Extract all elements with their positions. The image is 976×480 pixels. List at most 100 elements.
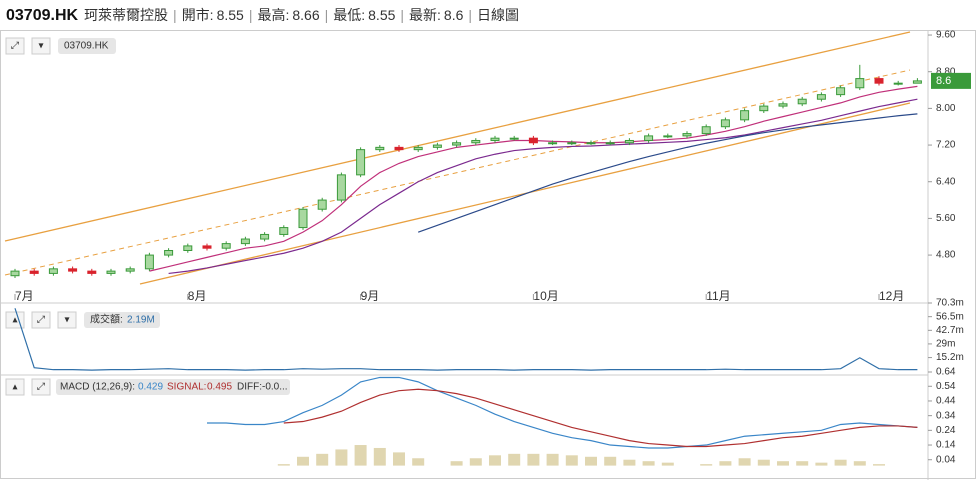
- candle-body: [605, 142, 615, 145]
- candle-body: [893, 82, 903, 85]
- icon: ⤢: [37, 315, 45, 326]
- histogram-bar: [393, 452, 405, 466]
- icon: ▴: [12, 315, 17, 326]
- histogram-bar: [565, 455, 578, 466]
- down-button[interactable]: [57, 311, 77, 329]
- panel-label: 03709.HK: [64, 41, 109, 52]
- tool-buttons: ⤢ ▾ ▴ ⤢ ▾ ▴ ⤢: [5, 37, 77, 396]
- y-tick-label: 0.44: [936, 396, 956, 407]
- chart-type: 日線圖: [477, 7, 520, 23]
- price-tag-label: 8.6: [936, 75, 951, 87]
- candle-body: [836, 87, 846, 96]
- candle-body: [260, 233, 270, 240]
- candle-body: [413, 146, 423, 151]
- candle-body: [452, 142, 462, 146]
- legend-label: MACD (12,26,9):: [60, 382, 135, 393]
- histogram-bar: [642, 461, 655, 466]
- candle-body: [87, 270, 97, 274]
- histogram-bar: [412, 458, 425, 466]
- moving-average: [417, 113, 918, 233]
- histogram-bar: [277, 464, 290, 466]
- panel-label: 成交額:: [90, 313, 123, 326]
- candle-body: [10, 270, 20, 277]
- candle-body: [586, 142, 596, 145]
- symbol: 03709.HK: [6, 7, 79, 24]
- histogram-bar: [796, 461, 809, 466]
- field-label: 最低:: [333, 7, 366, 23]
- field-value: 8.55: [368, 7, 396, 23]
- candle-body: [317, 199, 327, 210]
- legend-label: SIGNAL:: [167, 382, 206, 393]
- icon: ⤢: [11, 41, 19, 52]
- histogram-bar: [508, 453, 521, 466]
- candle-body: [144, 254, 154, 270]
- x-tick-label: 11月: [706, 289, 730, 303]
- candle-body: [394, 146, 404, 151]
- expand-button[interactable]: [31, 378, 51, 396]
- candle-body: [874, 78, 884, 84]
- candle-body: [759, 105, 769, 112]
- y-tick-label: 9.60: [936, 30, 956, 41]
- y-tick-label: 4.80: [936, 250, 956, 261]
- candle-body: [797, 98, 807, 105]
- legend-value: 0.429: [138, 382, 163, 393]
- candle-body: [356, 149, 366, 176]
- down-button[interactable]: [31, 37, 51, 55]
- volume-value: 2.19M: [127, 315, 155, 326]
- candle-body: [778, 103, 788, 107]
- candle-body: [567, 142, 577, 145]
- field-label: 最新:: [409, 7, 441, 23]
- label-box: [84, 312, 160, 328]
- y-tick-label: 29m: [936, 339, 955, 350]
- stock-name: 珂萊蒂爾控股: [84, 7, 169, 23]
- histogram-bar: [777, 461, 789, 466]
- field-value: 8.55: [216, 7, 244, 23]
- candle-body: [682, 133, 692, 137]
- histogram-bar: [489, 455, 501, 466]
- histogram-bar: [316, 453, 329, 466]
- expand-button[interactable]: [31, 311, 51, 329]
- candle-body: [375, 146, 385, 151]
- field-value: 8.6: [443, 7, 464, 23]
- icon: ▾: [64, 315, 69, 326]
- y-tick-label: 7.20: [936, 140, 956, 151]
- expand-button[interactable]: [5, 37, 25, 55]
- price-tag: [931, 72, 971, 89]
- field-label: 開市:: [181, 7, 214, 23]
- y-tick-label: 6.40: [936, 176, 956, 187]
- histogram-bar: [450, 461, 463, 466]
- y-tick-label: 42.7m: [936, 325, 964, 336]
- candle-body: [336, 174, 346, 201]
- y-tick-label: 8.00: [936, 103, 956, 114]
- histogram-bar: [469, 458, 482, 466]
- candle-body: [471, 139, 481, 144]
- candle-body: [548, 142, 558, 145]
- candle-body: [528, 137, 538, 144]
- y-tick-label: 0.54: [936, 381, 956, 392]
- trend-channel: [4, 31, 911, 242]
- histogram-bar: [546, 453, 559, 466]
- trend-channel: [4, 69, 911, 276]
- x-tick-label: 7月: [15, 289, 34, 303]
- y-tick-label: 0.24: [936, 425, 956, 436]
- candle-body: [164, 249, 174, 256]
- histogram-bar: [373, 447, 386, 466]
- y-tick-label: 0.14: [936, 440, 956, 451]
- histogram-bar: [354, 445, 367, 466]
- histogram-bar: [834, 459, 847, 466]
- histogram-bar: [661, 462, 674, 466]
- x-tick-label: 9月: [361, 289, 380, 303]
- candle-body: [740, 110, 750, 121]
- candle-body: [432, 144, 442, 148]
- candle-body: [624, 139, 634, 144]
- candle-body: [816, 94, 826, 100]
- up-button[interactable]: [5, 378, 25, 396]
- histogram-bar: [815, 462, 828, 466]
- x-tick-label: 10月: [533, 289, 558, 303]
- candle-body: [221, 243, 231, 249]
- y-tick-label: 70.3m: [936, 298, 964, 309]
- candle-body: [279, 227, 289, 235]
- candle-body: [701, 126, 711, 135]
